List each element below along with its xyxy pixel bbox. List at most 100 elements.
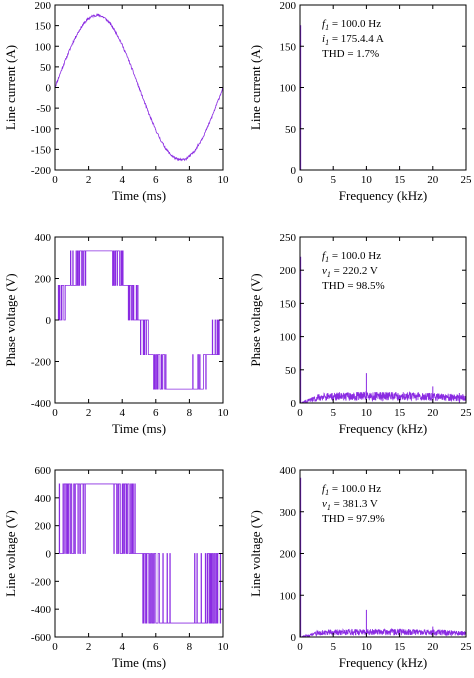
x-tick-label: 10 — [218, 407, 230, 419]
x-tick-label: 4 — [119, 641, 125, 653]
annotation-0: f1 = 100.0 Hz — [322, 483, 381, 497]
y-tick-label: -50 — [36, 103, 51, 115]
y-tick-label: 400 — [35, 493, 52, 505]
y-tick-label: 50 — [40, 62, 52, 74]
x-tick-label: 8 — [187, 174, 193, 186]
panel-a: 0 2 4 6 8 10 -200 -150 -100 -50 0 50 100 150 200 Time (… — [3, 0, 229, 203]
annotation-1: i1 = 175.4.4 A — [322, 33, 384, 47]
annotation-1: v1 = 381.3 V — [322, 498, 378, 512]
y-tick-label: -200 — [31, 357, 52, 369]
spectrum-noise — [301, 390, 467, 404]
x-tick-label: 10 — [361, 641, 373, 653]
y-tick-label: 0 — [291, 165, 297, 177]
annotation-1: v1 = 220.2 V — [322, 265, 378, 279]
y-axis-label: Line current (A) — [3, 45, 18, 130]
y-tick-label: 0 — [291, 632, 297, 644]
y-tick-label: 250 — [280, 232, 297, 244]
x-tick-label: 25 — [461, 407, 473, 419]
y-tick-label: 50 — [285, 365, 297, 377]
x-axis-label: Frequency (kHz) — [339, 421, 427, 436]
y-tick-label: -200 — [31, 165, 52, 177]
x-tick-label: 4 — [119, 407, 125, 419]
x-tick-label: 5 — [330, 174, 336, 186]
x-tick-label: 5 — [330, 407, 336, 419]
pwm-waveform — [55, 483, 223, 624]
x-tick-label: 20 — [427, 174, 439, 186]
pwm-waveform — [55, 250, 223, 390]
panel-c: 0 2 4 6 8 10 -400 -200 0 200 400 Time (ms) Phase vol… — [3, 232, 229, 436]
y-tick-label: 0 — [46, 315, 52, 327]
spectrum-noise — [301, 627, 467, 638]
annotation-2: THD = 97.9% — [322, 513, 385, 525]
x-tick-label: 0 — [52, 641, 58, 653]
x-tick-label: 20 — [427, 641, 439, 653]
y-axis-label: Line current (A) — [248, 45, 263, 130]
x-tick-label: 10 — [361, 174, 373, 186]
x-tick-label: 0 — [297, 641, 303, 653]
x-axis-label: Time (ms) — [112, 188, 166, 203]
x-tick-label: 10 — [361, 407, 373, 419]
y-tick-label: 400 — [280, 465, 297, 477]
y-tick-label: 150 — [280, 41, 297, 53]
panel-b: 0 5 10 15 20 25 0 50 100 150 200 Frequency (kHz) Lin… — [248, 0, 472, 203]
x-tick-label: 0 — [297, 174, 303, 186]
x-tick-label: 0 — [52, 174, 58, 186]
y-tick-label: -600 — [31, 632, 52, 644]
x-tick-label: 5 — [330, 641, 336, 653]
x-tick-label: 10 — [218, 641, 230, 653]
y-tick-label: -100 — [31, 124, 52, 136]
y-tick-label: 0 — [46, 83, 52, 95]
x-tick-label: 6 — [153, 174, 159, 186]
y-tick-label: -200 — [31, 576, 52, 588]
y-axis-label: Line voltage (V) — [248, 510, 263, 597]
y-tick-label: 100 — [280, 83, 297, 95]
x-axis-label: Time (ms) — [112, 421, 166, 436]
y-tick-label: -400 — [31, 398, 52, 410]
annotation-0: f1 = 100.0 Hz — [322, 18, 381, 32]
y-axis-label: Phase voltage (V) — [248, 273, 263, 366]
y-tick-label: 200 — [35, 0, 52, 12]
y-tick-label: 200 — [280, 265, 297, 277]
x-tick-label: 2 — [86, 407, 92, 419]
y-tick-label: 200 — [35, 521, 52, 533]
y-tick-label: 0 — [291, 398, 297, 410]
x-tick-label: 2 — [86, 174, 92, 186]
y-tick-label: 200 — [35, 274, 52, 286]
x-tick-label: 15 — [394, 407, 406, 419]
x-tick-label: 25 — [461, 174, 473, 186]
y-tick-label: -150 — [31, 144, 52, 156]
y-tick-label: 100 — [280, 332, 297, 344]
y-axis-label: Line voltage (V) — [3, 510, 18, 597]
x-tick-label: 10 — [218, 174, 230, 186]
x-tick-label: 8 — [187, 641, 193, 653]
y-tick-label: 200 — [280, 0, 297, 12]
x-axis-label: Frequency (kHz) — [339, 188, 427, 203]
y-tick-label: 200 — [280, 549, 297, 561]
panel-e: 0 2 4 6 8 10 -600 -400 -200 0 200 400 600 Time (ms) Li… — [3, 465, 229, 670]
x-tick-label: 0 — [52, 407, 58, 419]
y-tick-label: -400 — [31, 604, 52, 616]
annotation-2: THD = 98.5% — [322, 280, 385, 292]
y-tick-label: 150 — [280, 298, 297, 310]
x-tick-label: 15 — [394, 641, 406, 653]
x-axis-label: Time (ms) — [112, 655, 166, 670]
annotation-2: THD = 1.7% — [322, 48, 379, 60]
annotation-0: f1 = 100.0 Hz — [322, 250, 381, 264]
y-axis-label: Phase voltage (V) — [3, 273, 18, 366]
panel-f: 0 5 10 15 20 25 0 100 200 300 400 Frequency (kHz) Li… — [248, 465, 472, 670]
y-tick-label: 100 — [280, 590, 297, 602]
y-tick-label: 150 — [35, 21, 52, 33]
plot-frame — [299, 236, 467, 404]
y-tick-label: 300 — [280, 507, 297, 519]
x-tick-label: 25 — [461, 641, 473, 653]
y-tick-label: 400 — [35, 232, 52, 244]
y-tick-label: 600 — [35, 465, 52, 477]
current-waveform — [54, 12, 224, 162]
x-tick-label: 6 — [153, 641, 159, 653]
x-tick-label: 4 — [119, 174, 125, 186]
x-tick-label: 15 — [394, 174, 406, 186]
x-tick-label: 8 — [187, 407, 193, 419]
y-tick-label: 0 — [46, 549, 52, 561]
